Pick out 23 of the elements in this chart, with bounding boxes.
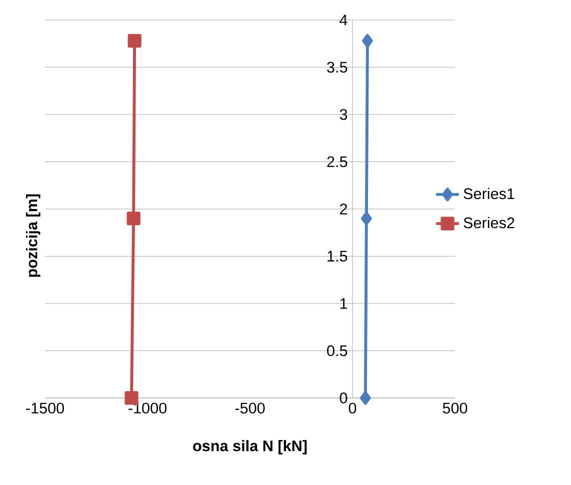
y-tick-label: 0 (340, 392, 348, 404)
point (362, 34, 373, 48)
x-tick-label: 500 (442, 402, 468, 414)
x-tick-label: -1500 (26, 402, 64, 414)
y-axis-title: pozicija [m] (26, 194, 40, 277)
point (126, 212, 140, 226)
point (128, 34, 142, 48)
y-tick-label: 3.5 (327, 62, 348, 73)
legend-label: Series2 (464, 217, 514, 228)
y-tick-label: 2.5 (327, 156, 348, 168)
x-tick-label: -500 (235, 402, 265, 414)
y-tick-label: 0.5 (327, 345, 348, 356)
point (360, 212, 372, 226)
y-tick-label: 4 (340, 14, 348, 26)
y-tick-label: 3 (340, 109, 348, 120)
x-tick-label: 0 (348, 402, 356, 414)
y-tick-label: 1 (340, 298, 348, 309)
x-axis-title: osna sila N [kN] (193, 440, 307, 454)
y-tick-label: 2 (340, 204, 348, 214)
point (360, 391, 371, 405)
y-tick-label: 1.5 (328, 250, 348, 262)
legend-label: Series1 (464, 188, 514, 200)
x-tick-label: -1000 (128, 402, 167, 414)
